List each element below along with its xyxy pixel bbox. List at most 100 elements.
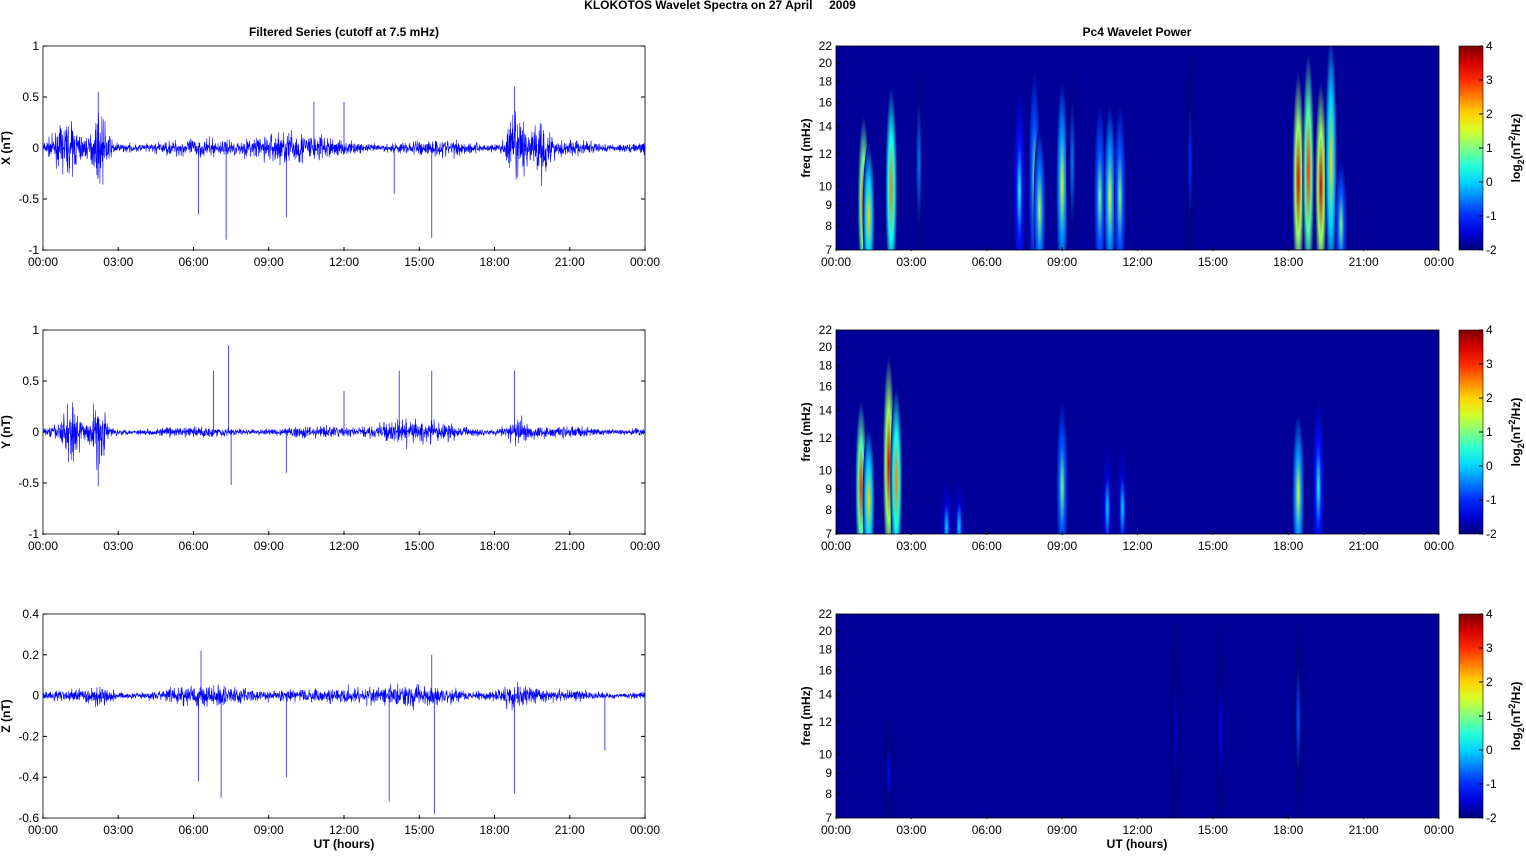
y-tick-label: -0.2 [18, 729, 39, 743]
plot-area [42, 613, 646, 819]
x-tick-label: 06:00 [178, 255, 208, 269]
colorbar-tick-label: -2 [1486, 243, 1497, 257]
colorbar-tick-label: 0 [1486, 459, 1493, 473]
x-tick-label: 12:00 [1122, 255, 1152, 269]
spectrum-background [836, 330, 1439, 534]
x-tick-label: 03:00 [896, 255, 926, 269]
colorbar-tick-label: -1 [1486, 777, 1497, 791]
y-tick-label: 10 [819, 747, 833, 761]
power-blob [912, 46, 925, 250]
y-tick-label: 18 [819, 75, 833, 89]
x-tick-label: 18:00 [479, 823, 509, 837]
x-tick-label: 15:00 [1198, 255, 1228, 269]
x-tick-label: 12:00 [329, 255, 359, 269]
y-tick-label: -1 [28, 527, 39, 541]
x-tick-label: 09:00 [1047, 823, 1077, 837]
x-tick-label: 12:00 [329, 539, 359, 553]
y-tick-label: 10 [819, 463, 833, 477]
series-panel-2: 0.4 0.2 0 -0.2 -0.4 -0.6 Z (nT) [0, 607, 646, 825]
x-tick-label: 18:00 [479, 539, 509, 553]
x-tick-label: 18:00 [479, 255, 509, 269]
power-blob [940, 479, 953, 534]
right-xlabel: UT (hours) [1107, 837, 1168, 851]
x-tick-label: 06:00 [178, 539, 208, 553]
x-tick-label: 00:00 [28, 255, 58, 269]
y-tick-label: 1 [32, 39, 39, 53]
power-blob [1169, 614, 1182, 818]
y-tick-label: 1 [32, 323, 39, 337]
x-tick-label: 06:00 [972, 255, 1002, 269]
power-blob [1302, 53, 1315, 250]
y-tick-label: 18 [819, 359, 833, 373]
x-tick-label: 06:00 [178, 823, 208, 837]
y-tick-label: 9 [825, 766, 832, 780]
x-tick-label: 15:00 [1198, 823, 1228, 837]
spectrum-blobs [857, 46, 1348, 250]
colorbar-tick-label: 0 [1486, 743, 1493, 757]
x-tick-label: 06:00 [972, 823, 1002, 837]
y-tick-label: 0 [32, 141, 39, 155]
y-tick-label: 20 [819, 56, 833, 70]
y-tick-label: 7 [825, 527, 832, 541]
colorbar-tick-label: 1 [1486, 425, 1493, 439]
colorbar-tick-label: 2 [1486, 675, 1493, 689]
y-tick-label: -1 [28, 243, 39, 257]
series-panel-0: 1 0.5 0 -0.5 -1 X (nT) [0, 39, 646, 257]
y-tick-label: 7 [825, 243, 832, 257]
power-blob [1033, 129, 1046, 250]
y-axis-label: Y (nT) [0, 415, 13, 449]
colorbar-tick-label: -2 [1486, 527, 1497, 541]
x-tick-label: 18:00 [1273, 823, 1303, 837]
x-tick-label: 09:00 [254, 539, 284, 553]
x-tick-label: 09:00 [254, 255, 284, 269]
colorbar-tick-label: 2 [1486, 107, 1493, 121]
right-column-title: Pc4 Wavelet Power [1083, 25, 1192, 39]
y-tick-label: 8 [825, 503, 832, 517]
spectrum-blobs [855, 355, 1325, 534]
x-tick-label: 03:00 [896, 539, 926, 553]
power-blob [1116, 443, 1129, 534]
colorbar-tick-label: 4 [1486, 323, 1493, 337]
colorbar-tick-label: -2 [1486, 811, 1497, 825]
y-axis-label: Z (nT) [0, 699, 13, 732]
y-tick-label: 0 [32, 425, 39, 439]
x-tick-label: 00:00 [821, 539, 851, 553]
y-axis-label: X (nT) [0, 131, 13, 165]
x-tick-label: 21:00 [1349, 255, 1379, 269]
series-line [42, 681, 645, 711]
power-blob [890, 388, 903, 534]
y-tick-label: 8 [825, 787, 832, 801]
colorbar-tick-label: 3 [1486, 73, 1493, 87]
x-tick-label: 00:00 [821, 823, 851, 837]
y-tick-label: 12 [819, 431, 833, 445]
x-tick-label: 21:00 [555, 255, 585, 269]
x-tick-label: 15:00 [404, 255, 434, 269]
power-blob [1324, 46, 1337, 250]
y-tick-label: 10 [819, 179, 833, 193]
y-axis-label: freq (mHz) [799, 402, 813, 461]
power-blob [1292, 614, 1305, 818]
series-line [42, 402, 645, 471]
y-tick-label: 0.4 [22, 607, 39, 621]
colorbar-label: log2(nT2/Hz) [1507, 682, 1526, 751]
y-axis-label: freq (mHz) [799, 118, 813, 177]
colorbar-tick-label: 4 [1486, 607, 1493, 621]
y-tick-label: 20 [819, 340, 833, 354]
y-tick-label: 8 [825, 219, 832, 233]
y-tick-label: 16 [819, 380, 833, 394]
colorbar-tick-label: 3 [1486, 357, 1493, 371]
power-blob [1113, 104, 1126, 250]
colorbar-label: log2(nT2/Hz) [1507, 398, 1526, 467]
colorbar-tick-label: 1 [1486, 141, 1493, 155]
y-tick-label: -0.5 [18, 192, 39, 206]
power-blob [862, 144, 875, 250]
y-tick-label: -0.6 [18, 811, 39, 825]
y-tick-label: 12 [819, 715, 833, 729]
x-tick-label: 18:00 [1273, 539, 1303, 553]
power-blob [1314, 81, 1327, 250]
power-blob [953, 479, 966, 534]
spectrum-background [836, 46, 1439, 250]
